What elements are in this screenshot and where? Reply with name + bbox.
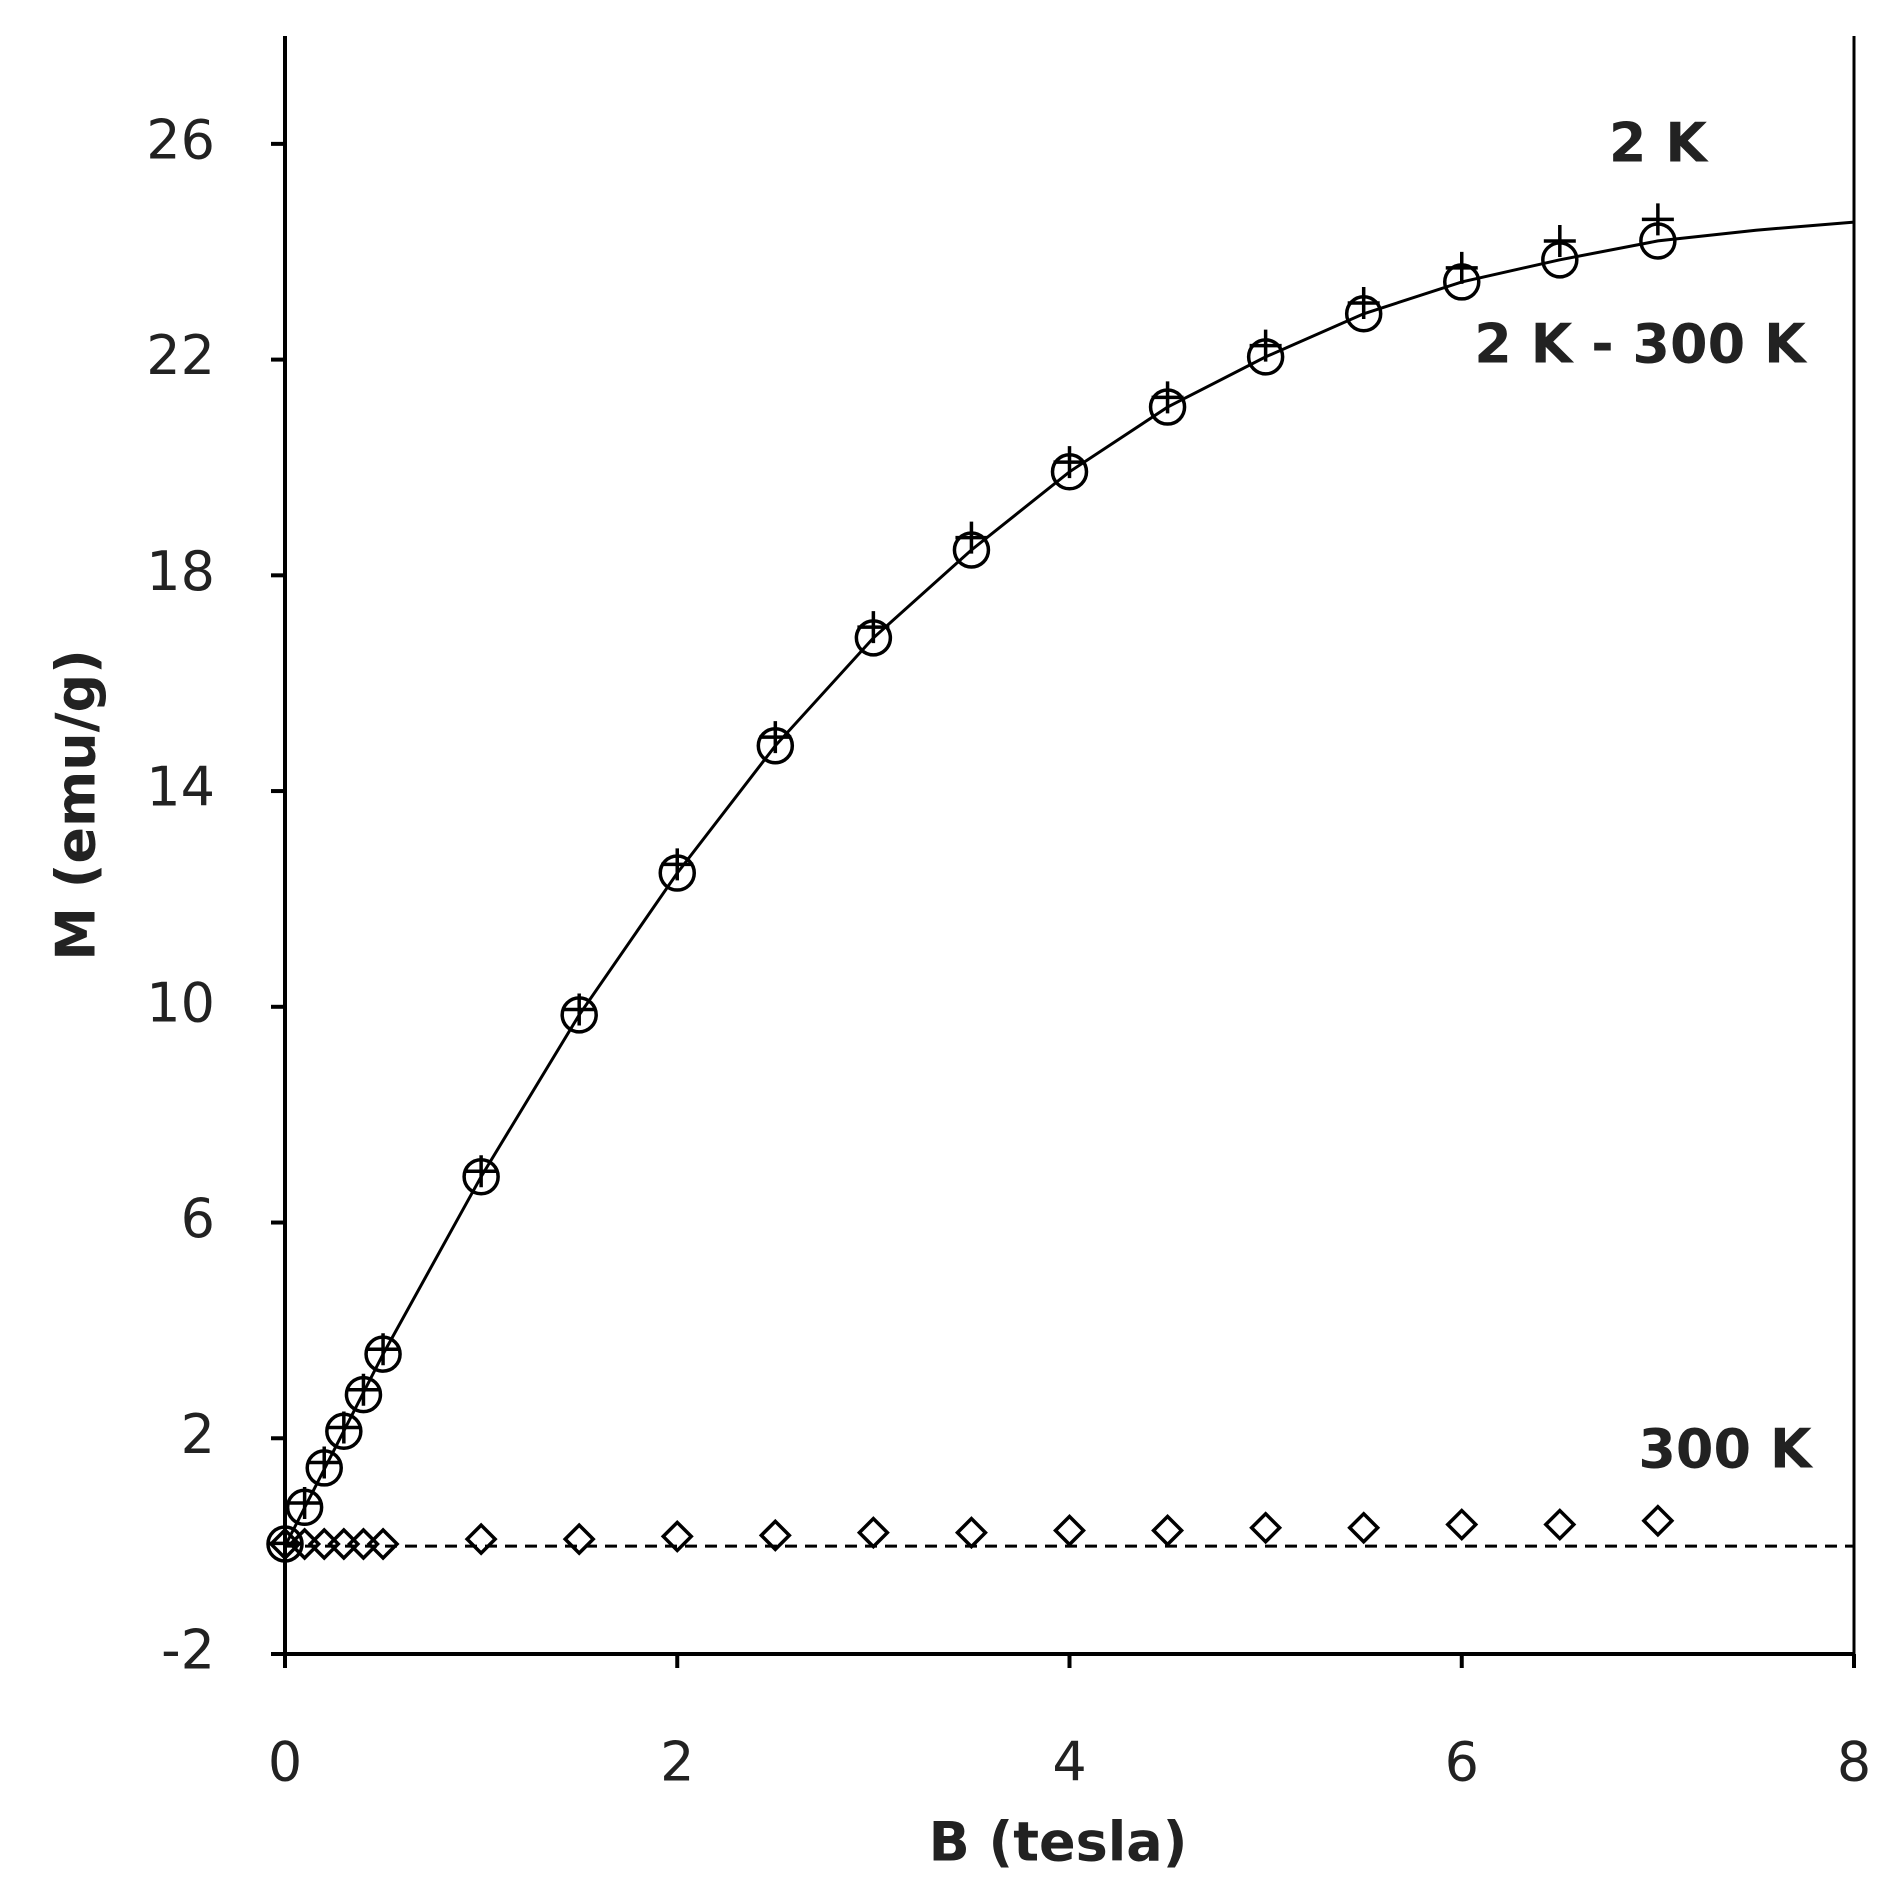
x-axis-label: B (tesla) (929, 1811, 1188, 1874)
plus-marker (327, 1411, 360, 1444)
diamond-marker (327, 1527, 361, 1561)
circle-marker (325, 1412, 363, 1451)
circle-marker (344, 1375, 383, 1414)
y-tick-label: 26 (146, 109, 215, 172)
x-tick-label: 8 (1837, 1731, 1871, 1794)
circle-marker (1246, 338, 1285, 376)
y-tick-label: 22 (146, 324, 215, 387)
diamond-marker (660, 1519, 694, 1553)
diamond-marker (562, 1522, 596, 1556)
plus-marker (1347, 286, 1380, 319)
y-axis-label: M (emu/g) (45, 649, 108, 961)
x-tick-label: 0 (268, 1731, 302, 1794)
plus-marker (857, 611, 890, 644)
diamond-marker (1151, 1514, 1185, 1547)
diamond-marker (1445, 1508, 1479, 1542)
circle-marker (854, 619, 893, 657)
diamond-marker (1347, 1511, 1381, 1545)
y-tick-label: 6 (181, 1187, 215, 1250)
annotation: 2 K (1609, 112, 1709, 175)
diamond-marker (954, 1516, 988, 1550)
plus-marker (269, 1527, 301, 1560)
circle-marker (756, 727, 795, 765)
y-tick-label: 14 (146, 756, 215, 819)
diamond-marker (366, 1527, 400, 1561)
plus-marker (1641, 203, 1674, 236)
diamond-marker (856, 1516, 890, 1550)
circle-marker (560, 996, 598, 1034)
y-tick-label: -2 (161, 1619, 215, 1682)
circle-marker (364, 1335, 402, 1373)
diamond-marker (464, 1522, 498, 1556)
plus-marker (661, 848, 694, 881)
circle-marker (1050, 453, 1089, 491)
circle-marker (1344, 295, 1383, 333)
plus-marker (759, 721, 792, 754)
plus-marker (1053, 446, 1086, 479)
x-tick-label: 4 (1052, 1731, 1086, 1794)
y-tick-label: 10 (146, 971, 215, 1034)
plus-marker (288, 1486, 321, 1519)
diamond-marker (1543, 1508, 1577, 1542)
diamond-marker (1641, 1504, 1675, 1538)
annotation: 300 K (1638, 1418, 1814, 1481)
fit-line (283, 220, 1855, 1547)
x-tick-label: 6 (1445, 1731, 1479, 1794)
diamond-marker (307, 1527, 341, 1561)
plus-marker (1543, 224, 1576, 257)
plus-marker (1151, 381, 1184, 414)
annotation: 2 K - 300 K (1474, 313, 1808, 376)
circle-marker (658, 854, 696, 892)
diamond-marker (346, 1527, 380, 1561)
diamond-marker (758, 1518, 792, 1552)
circle-marker (462, 1157, 500, 1196)
y-tick-label: 18 (146, 540, 215, 603)
circle-marker (285, 1488, 324, 1527)
circle-marker (1541, 241, 1579, 279)
circle-marker (1148, 388, 1187, 426)
diamond-marker (1249, 1511, 1283, 1545)
circle-marker (266, 1525, 304, 1563)
circle-marker (305, 1449, 343, 1487)
circle-marker (1639, 222, 1677, 260)
y-tick-label: 2 (181, 1403, 215, 1466)
diamond-marker (1053, 1514, 1086, 1547)
x-tick-label: 2 (660, 1731, 694, 1794)
circle-marker (952, 531, 991, 569)
circle-marker (1443, 263, 1481, 301)
